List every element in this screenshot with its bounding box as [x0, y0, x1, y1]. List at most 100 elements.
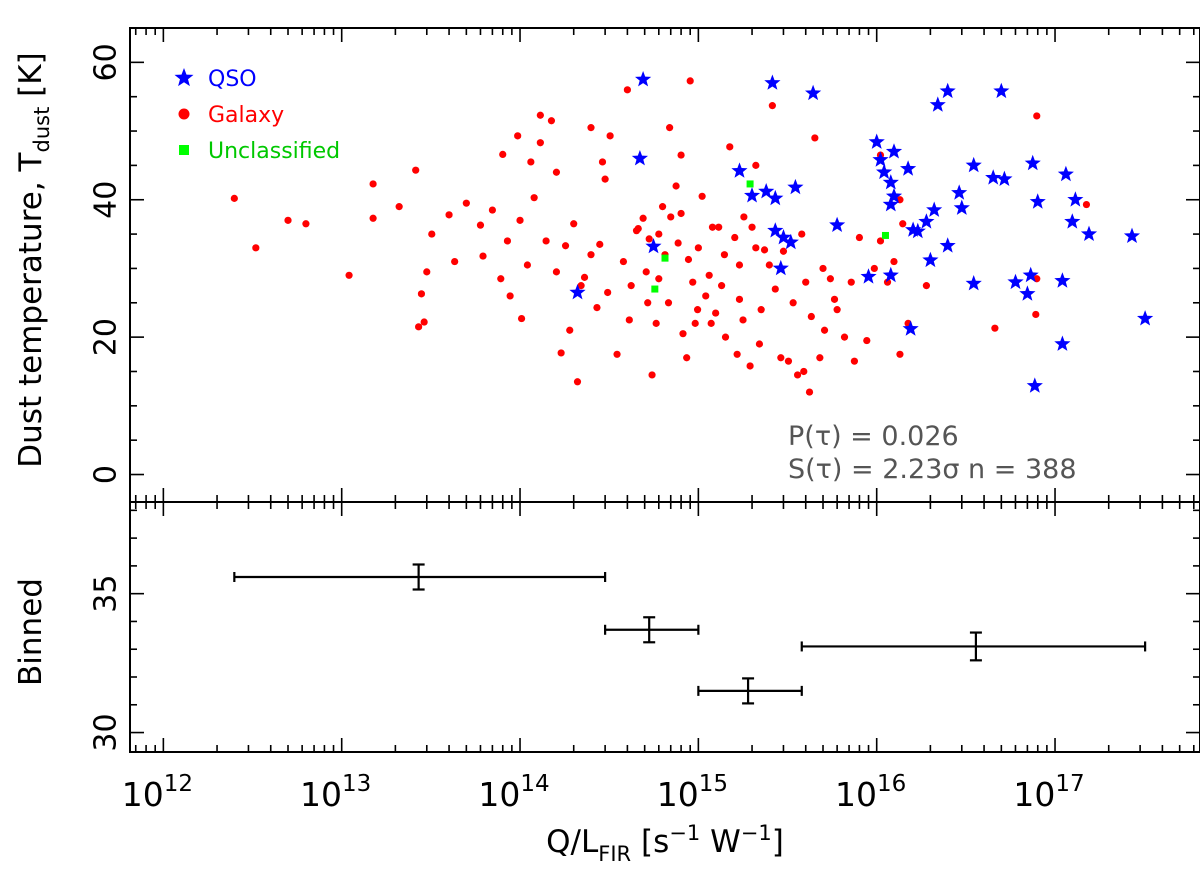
galaxy-point	[479, 252, 487, 260]
galaxy-point	[1033, 112, 1041, 120]
galaxy-point	[1082, 200, 1091, 209]
galaxy-point	[720, 251, 729, 259]
legend-label-galaxy: Galaxy	[208, 103, 284, 128]
binned-point	[233, 563, 607, 591]
qso-point	[645, 238, 662, 254]
galaxy-point	[705, 271, 713, 279]
x-tick-label: 1013	[300, 771, 371, 814]
galaxy-point	[598, 158, 607, 166]
qso-point	[782, 233, 799, 250]
galaxy-point	[639, 214, 647, 222]
galaxy-point	[428, 230, 436, 238]
galaxy-point	[784, 357, 793, 365]
galaxy-point	[506, 292, 514, 300]
galaxy-point	[606, 132, 614, 140]
qso-point	[876, 163, 893, 180]
galaxy-point	[707, 319, 715, 327]
qso-point	[885, 187, 903, 204]
galaxy-point	[855, 233, 864, 242]
qso-point	[731, 162, 748, 178]
galaxy-point	[755, 340, 764, 348]
qso-point	[1057, 165, 1074, 182]
legend-star-icon	[174, 68, 194, 87]
binned-point	[604, 616, 700, 644]
stat-s-tau: S(τ) = 2.23σ n = 388	[788, 454, 1077, 485]
galaxy-point	[652, 319, 660, 327]
qso-point	[951, 184, 968, 200]
qso-point	[829, 216, 846, 232]
galaxy-point	[536, 111, 544, 119]
galaxy-point	[899, 220, 907, 228]
galaxy-point	[648, 371, 656, 379]
series-qso	[569, 71, 1154, 393]
galaxy-point	[674, 239, 682, 247]
galaxy-point	[666, 124, 674, 132]
qso-point	[1022, 266, 1039, 283]
galaxy-point	[634, 224, 642, 233]
qso-point	[900, 160, 917, 176]
galaxy-point	[284, 216, 292, 224]
galaxy-point	[805, 388, 814, 396]
galaxy-point	[412, 166, 420, 174]
galaxy-point	[503, 237, 512, 245]
qso-point	[1067, 191, 1084, 207]
y-tick-label: 0	[89, 465, 124, 484]
qso-point	[909, 222, 926, 239]
qso-point	[965, 275, 982, 291]
x-label-w: W	[700, 824, 741, 860]
galaxy-point	[302, 220, 310, 228]
galaxy-point	[991, 324, 999, 332]
qso-point	[767, 189, 784, 206]
qso-point	[787, 178, 804, 195]
galaxy-point	[499, 150, 507, 158]
unclassified-point	[881, 231, 889, 239]
qso-point	[902, 320, 919, 336]
galaxy-point	[922, 282, 931, 290]
galaxy-point	[691, 319, 699, 327]
galaxy-point	[693, 306, 702, 314]
top-scatter-panel: 0 20 40 60	[89, 27, 1200, 752]
galaxy-point	[623, 86, 631, 94]
galaxy-point	[731, 233, 739, 242]
qso-point	[631, 150, 648, 166]
x-axis-label: Q/LFIR [s−1 W−1]	[546, 821, 784, 866]
bottom-plot-frame	[129, 501, 1200, 753]
galaxy-point	[677, 151, 685, 159]
galaxy-point	[642, 268, 650, 276]
top-plot-frame	[129, 27, 1200, 503]
galaxy-point	[596, 240, 604, 248]
y-tick-label: 30	[89, 713, 124, 751]
galaxy-point	[530, 194, 538, 202]
qso-point	[744, 187, 761, 203]
qso-point	[868, 133, 885, 149]
x-tick-label: 1017	[1013, 771, 1084, 814]
galaxy-point	[417, 290, 426, 298]
galaxy-point	[423, 268, 431, 276]
galaxy-point	[679, 330, 687, 338]
galaxy-point	[527, 158, 535, 166]
series-unclassified	[651, 180, 889, 293]
galaxy-point	[826, 275, 834, 283]
galaxy-point	[752, 244, 760, 252]
galaxy-point	[850, 357, 859, 365]
qso-point	[985, 169, 1002, 185]
galaxy-point	[702, 292, 710, 300]
galaxy-point	[726, 143, 734, 151]
galaxy-point	[807, 312, 815, 321]
qso-point	[1054, 272, 1071, 288]
legend-marker-unclassified	[179, 145, 189, 155]
galaxy-point	[798, 230, 806, 238]
top-y-axis-label: Dust temperature, Tdust [K]	[13, 52, 54, 467]
y-tick-label: 35	[89, 575, 124, 613]
qso-point	[993, 82, 1010, 99]
galaxy-point	[816, 354, 824, 362]
galaxy-point	[712, 309, 720, 317]
galaxy-point	[721, 333, 730, 341]
galaxy-point	[672, 182, 680, 190]
galaxy-point	[800, 367, 808, 376]
galaxy-point	[830, 295, 839, 303]
galaxy-point	[735, 295, 744, 303]
galaxy-point	[876, 237, 885, 245]
x-tick-label: 1012	[122, 771, 193, 814]
legend-marker-qso	[174, 68, 194, 87]
